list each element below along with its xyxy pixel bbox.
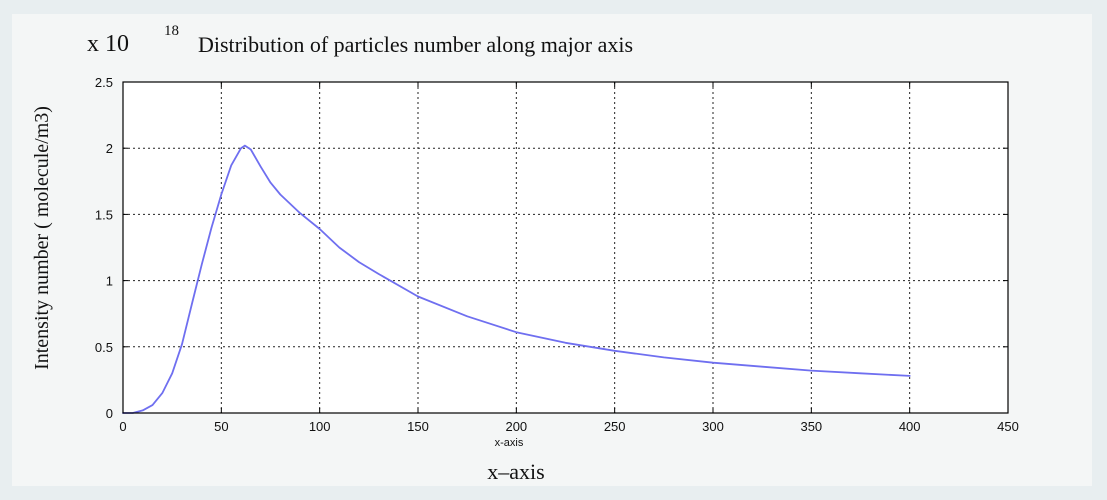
- data-point: [171, 372, 173, 374]
- data-point: [191, 303, 193, 305]
- data-point: [378, 273, 380, 275]
- y-tick-label: 1.5: [95, 207, 113, 222]
- y-axis-label: Intensity number ( molecule/m3): [31, 106, 53, 370]
- y-tick-label: 1: [106, 274, 113, 289]
- plot-frame: [122, 81, 1009, 414]
- x-tick-label: 0: [119, 419, 126, 434]
- plot-area: [123, 82, 1008, 413]
- y-multiplier: x 10: [87, 31, 129, 57]
- data-point: [220, 193, 222, 196]
- data-point: [358, 261, 360, 263]
- x-tick-label: 350: [800, 419, 822, 434]
- chart-title: Distribution of particles number along m…: [198, 32, 633, 57]
- data-point: [466, 315, 468, 317]
- data-point: [279, 193, 281, 196]
- grid-lines: [123, 82, 1008, 413]
- data-point: [250, 148, 252, 151]
- data-point: [663, 356, 665, 358]
- x-tick-label: 250: [604, 419, 626, 434]
- series-layer: [122, 144, 911, 414]
- data-point: [712, 362, 714, 364]
- y-tick-label: 2.5: [95, 75, 113, 90]
- data-point: [515, 331, 517, 333]
- data-point: [244, 145, 246, 147]
- data-point: [230, 164, 232, 166]
- data-point: [181, 343, 183, 345]
- y-tick-label: 0: [106, 406, 113, 421]
- data-point: [210, 227, 213, 229]
- y-tick-label: 2: [106, 141, 113, 156]
- x-tick-label: 150: [407, 419, 429, 434]
- data-point: [614, 350, 616, 352]
- data-point: [564, 342, 567, 344]
- data-point: [269, 182, 272, 184]
- chart-figure: x 10 18 Distribution of particles number…: [12, 14, 1092, 486]
- x-tick-label: 50: [214, 419, 228, 434]
- x-tick-label: 100: [309, 419, 331, 434]
- series-line: [122, 144, 911, 414]
- y-exponent: 18: [164, 23, 179, 39]
- x-axis-label: x–axis: [487, 459, 544, 484]
- data-point: [909, 375, 911, 377]
- data-point: [859, 372, 862, 374]
- data-point: [151, 404, 154, 406]
- data-point: [338, 246, 340, 249]
- x-tick-label: 450: [997, 419, 1019, 434]
- data-point: [260, 166, 262, 168]
- axis-ticks: 0 50 100 150 200 250 300 350 400 450 0 0.5 1 1.5 2 2.5: [95, 75, 1019, 434]
- data-point: [810, 370, 812, 372]
- data-point: [240, 147, 242, 149]
- data-point: [761, 366, 763, 368]
- chart-canvas: x 10 18 Distribution of particles number…: [31, 23, 1019, 484]
- data-point: [201, 264, 203, 266]
- x-tick-label: 200: [505, 419, 527, 434]
- x-tick-label: 300: [702, 419, 724, 434]
- y-tick-label: 0.5: [95, 340, 113, 355]
- x-axis-small-label: x-axis: [495, 437, 524, 449]
- data-point: [417, 295, 419, 298]
- data-point: [299, 212, 301, 214]
- x-tick-label: 400: [899, 419, 921, 434]
- data-point: [161, 392, 163, 394]
- data-point: [319, 228, 321, 230]
- data-point: [142, 409, 144, 411]
